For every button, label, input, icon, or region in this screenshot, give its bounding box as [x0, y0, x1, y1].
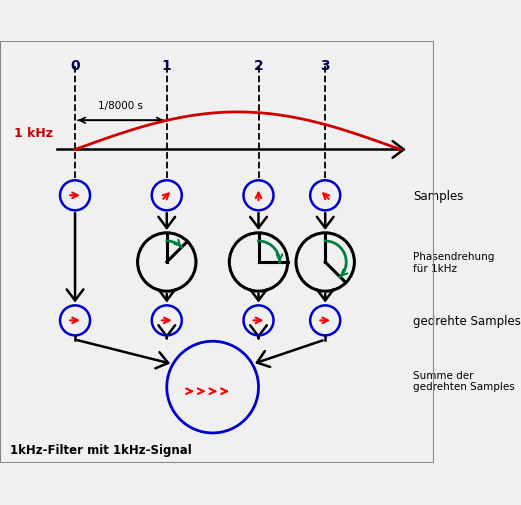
Text: Summe der
gedrehten Samples: Summe der gedrehten Samples	[413, 370, 515, 391]
Text: 0: 0	[70, 59, 80, 73]
Text: 2: 2	[254, 59, 264, 73]
Text: 3: 3	[320, 59, 330, 73]
Text: 1: 1	[162, 59, 171, 73]
Text: 1kHz-Filter mit 1kHz-Signal: 1kHz-Filter mit 1kHz-Signal	[10, 443, 192, 457]
Text: Samples: Samples	[413, 189, 463, 203]
Text: 1/8000 s: 1/8000 s	[98, 101, 143, 111]
Text: gedrehte Samples: gedrehte Samples	[413, 314, 520, 327]
Text: Phasendrehung
für 1kHz: Phasendrehung für 1kHz	[413, 251, 494, 273]
Text: 1 kHz: 1 kHz	[14, 127, 53, 140]
